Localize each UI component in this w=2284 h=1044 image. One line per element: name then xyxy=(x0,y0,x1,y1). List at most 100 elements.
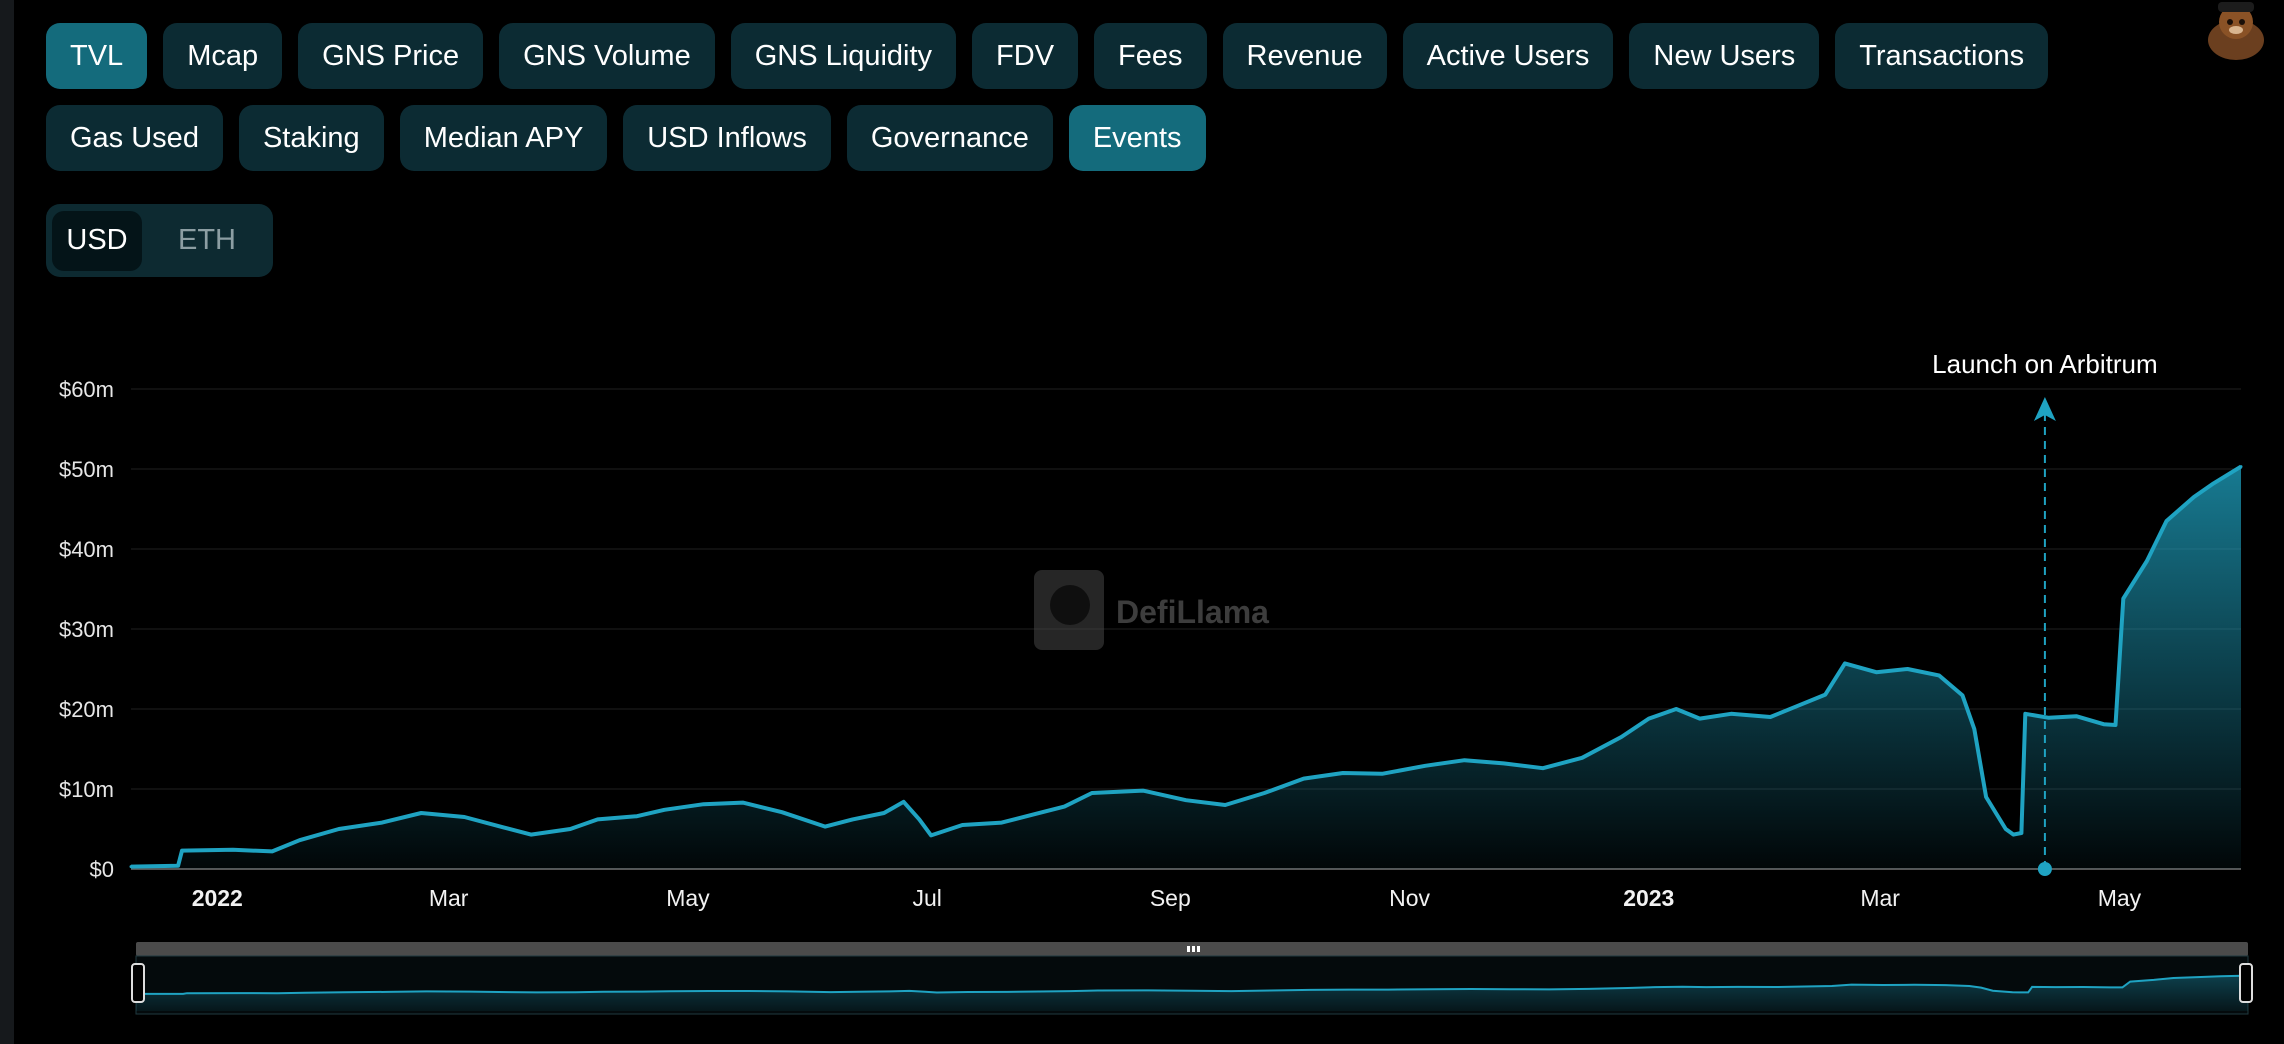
tvl-point xyxy=(1937,673,1941,677)
tvl-point xyxy=(1796,704,1800,708)
tvl-point xyxy=(702,802,706,806)
metric-tab-transactions[interactable]: Transactions xyxy=(1835,23,2049,89)
tvl-point xyxy=(2192,495,2196,499)
y-tick-label: $60m xyxy=(59,377,114,402)
metric-tab-median-apy[interactable]: Median APY xyxy=(399,105,608,171)
tvl-point xyxy=(1647,717,1651,721)
metric-tabs-row-2: Gas Used Staking Median APY USD Inflows Gove… xyxy=(46,105,1206,171)
currency-option-eth[interactable]: ETH xyxy=(178,224,236,256)
tvl-point xyxy=(1843,661,1847,665)
tvl-point xyxy=(270,849,274,853)
currency-switch: USD ETH xyxy=(46,204,273,277)
tvl-point xyxy=(129,865,133,869)
tvl-point xyxy=(741,801,745,805)
tvl-point xyxy=(231,848,235,852)
metric-tab-active-users[interactable]: Active Users xyxy=(1402,23,1614,89)
metric-tab-fees[interactable]: Fees xyxy=(1094,23,1207,89)
tvl-point xyxy=(2074,714,2078,718)
tvl-point xyxy=(1972,727,1976,731)
x-tick-label: May xyxy=(2098,885,2142,911)
tvl-point xyxy=(2047,716,2051,720)
tvl-point xyxy=(1768,715,1772,719)
tvl-point xyxy=(2145,559,2149,563)
tvl-point xyxy=(2019,831,2023,835)
x-tick-label: Mar xyxy=(1860,885,1900,911)
tvl-point xyxy=(1541,766,1545,770)
metric-tab-new-users[interactable]: New Users xyxy=(1629,23,1820,89)
range-preview-area xyxy=(136,975,2248,1011)
tvl-point xyxy=(2121,597,2125,601)
metric-tab-events[interactable]: Events xyxy=(1068,105,1206,171)
tvl-point xyxy=(1462,758,1466,762)
event-annotations: Launch on Arbitrum xyxy=(1932,349,2158,876)
tvl-point xyxy=(2212,481,2216,485)
tvl-point xyxy=(1031,813,1035,817)
tvl-point xyxy=(2164,519,2168,523)
tvl-point xyxy=(780,810,784,814)
left-edge xyxy=(0,0,14,1044)
tvl-point xyxy=(1184,798,1188,802)
x-tick-label: Sep xyxy=(1150,885,1191,911)
tvl-area xyxy=(131,466,2241,869)
x-tick-label: Jul xyxy=(912,885,941,911)
metric-tab-gns-price[interactable]: GNS Price xyxy=(298,23,484,89)
tvl-point xyxy=(337,827,341,831)
tvl-point xyxy=(568,827,572,831)
annotation-label: Launch on Arbitrum xyxy=(1932,349,2157,379)
metric-tab-usd-inflows[interactable]: USD Inflows xyxy=(623,105,831,171)
tvl-point xyxy=(298,838,302,842)
tvl-point xyxy=(1674,707,1678,711)
tvl-point xyxy=(960,823,964,827)
tvl-point xyxy=(929,833,933,837)
metric-tab-gas-used[interactable]: Gas Used xyxy=(46,105,223,171)
tvl-point xyxy=(1961,693,1965,697)
tvl-point xyxy=(419,811,423,815)
metric-tabs-row-1: TVL Mcap GNS Price GNS Volume GNS Liquidity F… xyxy=(46,23,2049,89)
tvl-point xyxy=(1380,772,1384,776)
x-tick-label: May xyxy=(666,885,710,911)
tvl-point xyxy=(2004,827,2008,831)
y-tick-label: $20m xyxy=(59,697,114,722)
tvl-point xyxy=(1223,803,1227,807)
range-handle-right[interactable] xyxy=(2239,963,2253,1003)
tvl-chart[interactable]: $0 $10m $20m $30m $40m $50m $60m DefiLlama 202… xyxy=(0,330,2284,1044)
tvl-point xyxy=(1874,670,1878,674)
metric-tab-gns-liquidity[interactable]: GNS Liquidity xyxy=(730,23,957,89)
x-axis: 2022 Mar May Jul Sep Nov 2023 Mar May xyxy=(192,885,2142,911)
tvl-point xyxy=(462,815,466,819)
y-tick-label: $30m xyxy=(59,617,114,642)
metric-tab-revenue[interactable]: Revenue xyxy=(1222,23,1387,89)
tvl-point xyxy=(1090,791,1094,795)
x-tick-label: Mar xyxy=(429,885,469,911)
tvl-point xyxy=(2023,712,2027,716)
metric-tab-fdv[interactable]: FDV xyxy=(972,23,1079,89)
metric-tab-governance[interactable]: Governance xyxy=(846,105,1053,171)
tvl-point xyxy=(1262,791,1266,795)
metric-tab-gns-volume[interactable]: GNS Volume xyxy=(499,23,715,89)
tvl-point xyxy=(2239,465,2243,469)
metric-tab-tvl[interactable]: TVL xyxy=(46,23,148,89)
tvl-point xyxy=(1698,717,1702,721)
tvl-point xyxy=(882,811,886,815)
tvl-point xyxy=(1823,693,1827,697)
range-slider[interactable] xyxy=(131,942,2253,1015)
tvl-point xyxy=(180,849,184,853)
annotation-marker[interactable] xyxy=(2037,862,2052,876)
range-grip-icon[interactable] xyxy=(1187,946,1190,952)
tvl-point xyxy=(1000,821,1004,825)
tvl-point xyxy=(902,800,906,804)
metric-tab-mcap[interactable]: Mcap xyxy=(163,23,283,89)
currency-option-usd[interactable]: USD xyxy=(52,210,142,271)
tvl-point xyxy=(596,817,600,821)
defillama-watermark: DefiLlama xyxy=(1034,570,1269,650)
y-tick-label: $0 xyxy=(90,857,114,882)
metric-tab-staking[interactable]: Staking xyxy=(238,105,384,171)
user-avatar-icon[interactable] xyxy=(2200,0,2272,64)
tvl-point xyxy=(529,833,533,837)
tvl-point xyxy=(1729,712,1733,716)
tvl-point xyxy=(1619,735,1623,739)
range-handle-left[interactable] xyxy=(131,963,145,1003)
y-axis: $0 $10m $20m $30m $40m $50m $60m xyxy=(59,377,114,882)
tvl-point xyxy=(2012,833,2016,837)
tvl-point xyxy=(2102,722,2106,726)
